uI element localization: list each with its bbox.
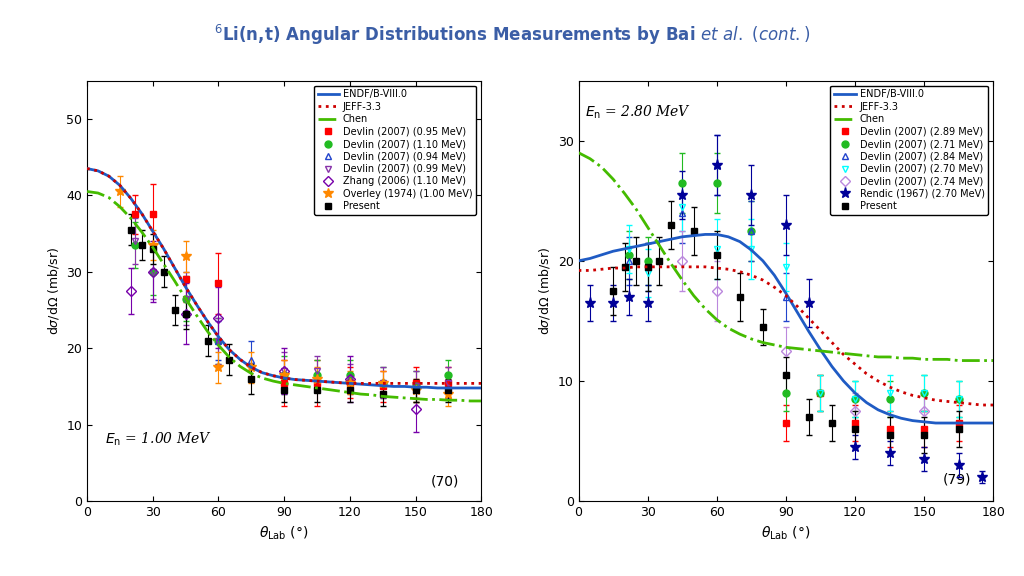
Text: $^{6}$Li(n,t) Angular Distributions Measurements by Bai $\it{et~al.}$ $\it{(cont: $^{6}$Li(n,t) Angular Distributions Meas… — [214, 23, 810, 47]
Legend: ENDF/B-VIII.0, JEFF-3.3, Chen, Devlin (2007) (0.95 MeV), Devlin (2007) (1.10 MeV: ENDF/B-VIII.0, JEFF-3.3, Chen, Devlin (2… — [313, 85, 476, 215]
X-axis label: $\theta_{\mathrm{Lab}}$ (°): $\theta_{\mathrm{Lab}}$ (°) — [259, 525, 309, 542]
Y-axis label: d$\sigma$/d$\Omega$ (mb/sr): d$\sigma$/d$\Omega$ (mb/sr) — [46, 247, 60, 335]
Text: (79): (79) — [942, 472, 971, 486]
Legend: ENDF/B-VIII.0, JEFF-3.3, Chen, Devlin (2007) (2.89 MeV), Devlin (2007) (2.71 MeV: ENDF/B-VIII.0, JEFF-3.3, Chen, Devlin (2… — [830, 85, 988, 215]
Text: (70): (70) — [431, 475, 460, 489]
X-axis label: $\theta_{\mathrm{Lab}}$ (°): $\theta_{\mathrm{Lab}}$ (°) — [761, 525, 811, 542]
Y-axis label: d$\sigma$/d$\Omega$ (mb/sr): d$\sigma$/d$\Omega$ (mb/sr) — [538, 247, 552, 335]
Text: $E_{\mathrm{n}}$ = 2.80 MeV: $E_{\mathrm{n}}$ = 2.80 MeV — [586, 104, 691, 121]
Text: $E_{\mathrm{n}}$ = 1.00 MeV: $E_{\mathrm{n}}$ = 1.00 MeV — [104, 431, 211, 448]
